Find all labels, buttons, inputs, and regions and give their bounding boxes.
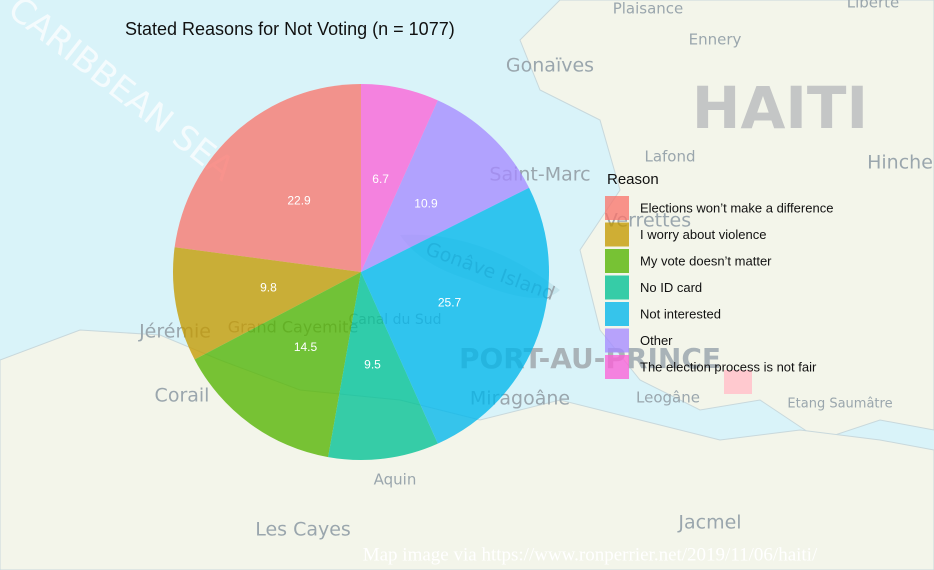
map-label: Corail [155,385,210,407]
legend-key [605,302,629,326]
legend-key [605,249,629,273]
pie-slice [361,100,530,273]
chart-title: Stated Reasons for Not Voting (n = 1077) [125,19,455,39]
pie-slice [174,84,361,272]
map-label: Ennery [689,31,742,49]
map-label: Liberté [847,0,900,12]
map-label: Etang Saumâtre [787,397,892,412]
legend-key [605,222,629,247]
marker [724,370,752,394]
map-label: Jacmel [677,512,741,534]
legend-label: Elections won’t make a difference [640,200,833,215]
legend-key [605,355,629,379]
map-label: Les Cayes [255,519,351,541]
map-label: Gonaïves [506,55,594,77]
legend-title: Reason [607,171,659,188]
data-label: 9.8 [260,281,277,295]
pie: 22.9 9.8 14.5 9.5 25.7 10.9 6.7 [173,84,549,460]
legend-label: My vote doesn’t matter [640,253,772,268]
data-label: 6.7 [372,172,389,186]
map-label: Leogâne [636,389,700,407]
legend-label: Other [640,333,673,348]
map-label: Lafond [644,148,695,166]
map-label: Aquin [374,471,417,489]
caption: Map image via https://www.ronperrier.net… [363,544,818,565]
legend-label: Not interested [640,306,721,321]
pie-slice [361,187,549,444]
pie-slice [194,272,361,458]
data-label: 9.5 [364,357,381,371]
data-label: 22.9 [287,193,311,207]
map-label: Plaisance [613,0,684,18]
pie-slice [328,272,438,460]
data-label: 14.5 [294,340,318,354]
data-label: 10.9 [414,196,438,210]
legend-label: I worry about violence [640,227,766,242]
legend-label: The election process is not fair [640,359,817,374]
pie-slice [361,84,438,272]
legend-key [605,328,629,353]
data-label: 25.7 [438,296,462,310]
pie-slice [173,247,361,360]
map-label: Hinche [867,152,933,174]
map-label: HAITI [692,74,868,142]
legend: Elections won’t make a difference I worry… [605,196,833,379]
legend-key [605,196,629,220]
legend-label: No ID card [640,280,702,295]
legend-key [605,275,629,300]
